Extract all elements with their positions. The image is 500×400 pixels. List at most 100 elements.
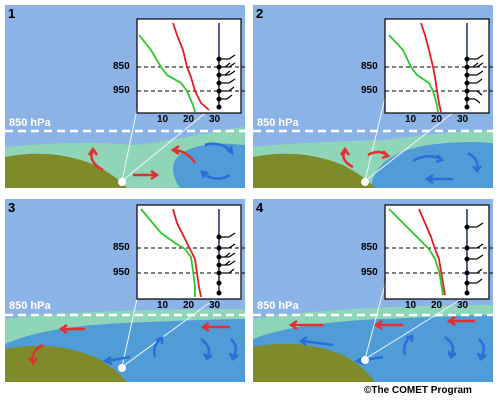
dewpoint-curve (140, 208, 196, 297)
panel-number: 2 (256, 6, 264, 21)
blue-flow-arrow (354, 355, 365, 366)
pressure-850-label: 850 (113, 61, 130, 72)
sounding-plot (136, 204, 242, 300)
temperature-tick: 20 (183, 114, 195, 125)
panel-number: 4 (256, 200, 264, 215)
blue-flow-arrow (155, 336, 164, 344)
land (253, 153, 375, 188)
red-flow-arrow (150, 169, 160, 181)
level-label: 850 hPa (9, 117, 51, 129)
land (253, 343, 375, 382)
pressure-950-label: 950 (113, 267, 130, 278)
pressure-950-label: 950 (361, 267, 378, 278)
blue-flow-arrow (204, 142, 232, 152)
blue-flow-arrow (446, 350, 457, 359)
pressure-850-label: 850 (361, 242, 378, 253)
sounding-leader (364, 294, 469, 360)
red-flow-arrow (87, 146, 99, 156)
temperature-tick: 30 (457, 114, 469, 125)
red-flow-arrow (381, 150, 391, 160)
panel-number: 1 (8, 6, 16, 21)
blue-flow-arrow (230, 338, 237, 358)
pressure-850-label: 850 (113, 242, 130, 253)
sounding-plot (384, 18, 490, 114)
wind-barb-dots (216, 234, 222, 296)
level-label: 850 hPa (257, 117, 299, 129)
temperature-tick: 20 (183, 300, 195, 311)
blue-flow-arrow (435, 154, 445, 164)
temperature-tick: 30 (457, 300, 469, 311)
red-flow-arrow (90, 150, 104, 172)
red-flow-arrow (174, 148, 197, 164)
blue-flow-arrow (226, 145, 234, 156)
temperature-tick: 20 (431, 114, 443, 125)
red-flow-arrow (339, 146, 351, 156)
blue-flow-arrow (444, 336, 455, 356)
panel-3-scene (5, 199, 245, 382)
land (5, 153, 127, 188)
red-flow-arrow (31, 343, 44, 362)
blue-flow-arrow (106, 355, 131, 363)
blue-flow-arrow (478, 338, 485, 358)
sounding-plot (136, 18, 242, 114)
dewpoint-curve (138, 34, 196, 113)
red-flow-arrow (28, 357, 38, 366)
blue-flow-arrow (228, 352, 239, 361)
blue-flow-arrow (298, 335, 308, 346)
red-flow-arrow (200, 321, 210, 333)
observation-point (118, 364, 126, 372)
temperature-tick: 10 (157, 300, 169, 311)
blue-flow-arrow (467, 151, 479, 170)
temperature-tick: 10 (157, 114, 169, 125)
red-flow-arrow (58, 323, 68, 335)
blue-flow-arrow (424, 173, 434, 185)
wind-barb-dots (216, 56, 222, 110)
wind-barb-dots (464, 56, 470, 110)
land (5, 345, 127, 382)
temperature-tick: 10 (405, 300, 417, 311)
dewpoint-curve (388, 208, 444, 296)
temperature-tick: 10 (405, 114, 417, 125)
dewpoint-curve (388, 34, 439, 113)
panel-number: 3 (8, 200, 16, 215)
blue-flow-arrow (200, 170, 209, 179)
red-flow-arrow (446, 315, 456, 327)
blue-flow-arrow (200, 338, 211, 358)
blue-flow-arrow (405, 334, 414, 342)
red-flow-arrow (373, 319, 383, 331)
temperature-tick: 30 (209, 300, 221, 311)
wind-barb (467, 222, 484, 284)
temperature-curve (418, 208, 446, 296)
level-label: 850 hPa (257, 300, 299, 312)
blue-flow-arrow (202, 352, 213, 361)
blue-flow-arrow (302, 339, 334, 347)
blue-flow-arrow (476, 352, 487, 361)
sounding-leader (364, 100, 469, 182)
marine-layer (371, 142, 493, 188)
pressure-950-label: 950 (361, 85, 378, 96)
temperature-curve (172, 22, 210, 111)
temperature-curve (172, 208, 202, 298)
credit-line: ©The COMET Program (364, 385, 472, 396)
panel-2-scene (253, 5, 493, 188)
panel-4: 4 850 hPa 850 950 10 20 30 (253, 199, 493, 382)
observation-point (118, 178, 126, 186)
panel-3: 3 850 hPa 850 950 10 20 30 (5, 199, 245, 382)
panel-2: 2 850 hPa 850 950 10 20 30 (253, 5, 493, 188)
sounding-leader (121, 100, 221, 182)
panel-1: 1 850 hPa 850 950 10 20 30 (5, 5, 245, 188)
temperature-tick: 20 (431, 300, 443, 311)
panel-1-scene (5, 5, 245, 188)
pressure-950-label: 950 (113, 85, 130, 96)
pressure-850-label: 850 (361, 61, 378, 72)
panel-4-scene (253, 199, 493, 382)
observation-point (361, 178, 369, 186)
red-flow-arrow (288, 319, 298, 331)
red-flow-arrow (170, 144, 180, 156)
red-flow-arrow (342, 150, 354, 169)
blue-flow-arrow (472, 165, 482, 174)
temperature-tick: 30 (209, 114, 221, 125)
sounding-leader (121, 294, 221, 368)
temperature-curve (420, 22, 442, 113)
blue-flow-arrow (202, 172, 231, 180)
